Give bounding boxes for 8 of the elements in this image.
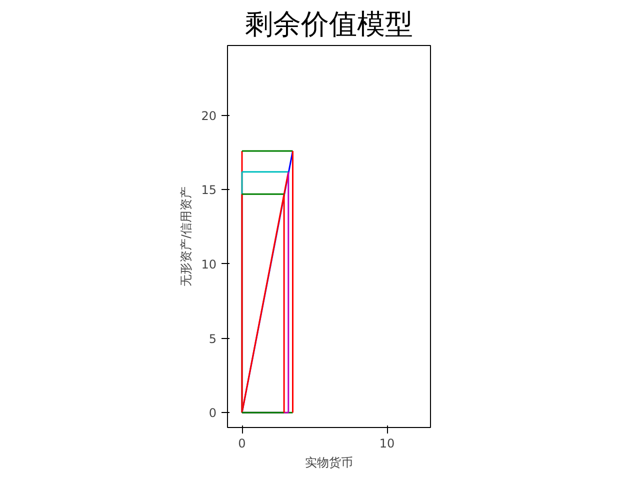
- y-tick-label: 10: [201, 258, 217, 272]
- y-tick-label: 5: [208, 332, 217, 346]
- y-tick-label: 20: [201, 108, 217, 123]
- y-tick-label: 15: [201, 183, 217, 198]
- y-tick-label: 0: [208, 406, 217, 420]
- x-axis-title: 实物货币: [305, 456, 353, 470]
- y-axis-title: 无形资产/信用资产: [179, 186, 194, 287]
- chart-title: 剩余价值模型: [245, 8, 413, 40]
